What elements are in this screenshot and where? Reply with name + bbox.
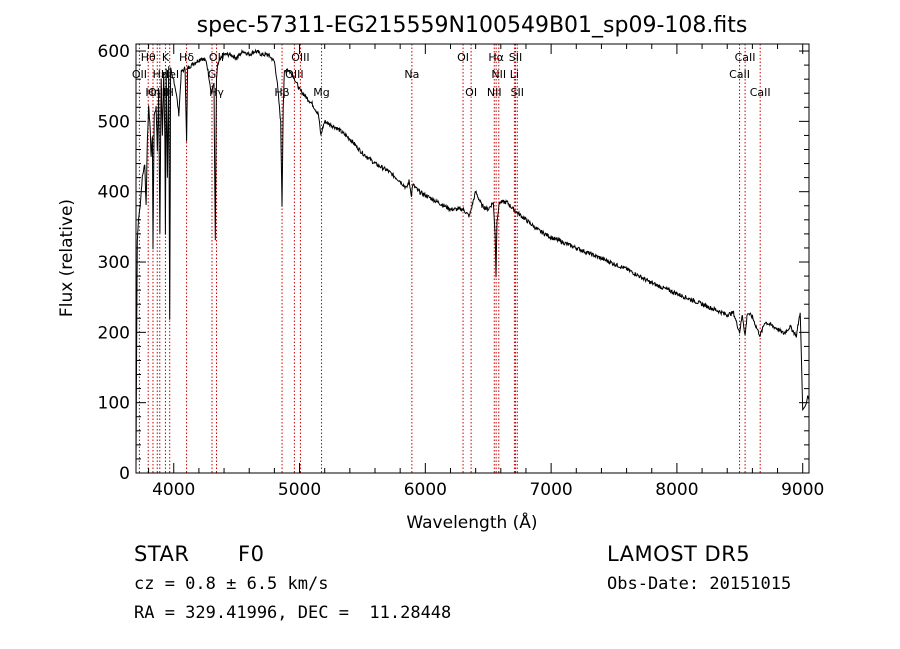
line-label: NII	[487, 86, 502, 99]
x-tick-label: 8000	[655, 480, 698, 500]
line-label: Hθ	[141, 51, 156, 64]
y-tick-label: 200	[98, 323, 130, 343]
x-axis-label: Wavelength (Å)	[406, 511, 537, 533]
y-axis-label: Flux (relative)	[57, 199, 77, 317]
line-label: OIII	[148, 86, 166, 99]
y-tick-label: 300	[98, 253, 130, 273]
y-tick-label: 600	[98, 42, 130, 62]
y-tick-label: 0	[119, 464, 130, 484]
x-tick-label: 4000	[152, 480, 195, 500]
line-label: H	[166, 86, 174, 99]
spectrum-line	[135, 48, 810, 467]
coordinates: RA = 329.41996, DEC = 11.28448	[134, 603, 452, 623]
redshift-readout: cz = 0.8 ± 6.5 km/s	[134, 574, 329, 594]
line-label: OI	[465, 86, 477, 99]
y-tick-label: 100	[98, 394, 130, 414]
line-label: OII	[209, 51, 224, 64]
y-tick-label: 500	[98, 112, 130, 132]
line-label: SII	[509, 51, 522, 64]
line-label: Na	[404, 68, 419, 81]
line-label: CaII	[750, 86, 771, 99]
x-tick-label: 6000	[404, 480, 447, 500]
line-label: CaII	[729, 68, 750, 81]
object-subclass: F0	[238, 542, 265, 566]
x-tick-label: 5000	[278, 480, 321, 500]
line-label: Hβ	[274, 86, 289, 99]
line-label: OIII	[285, 68, 303, 81]
line-label: Mg	[313, 86, 329, 99]
line-label: OI	[457, 51, 469, 64]
line-label: Hη	[145, 86, 160, 99]
line-label: OIII	[291, 51, 309, 64]
line-label: Hα	[488, 51, 504, 64]
object-class: STAR	[134, 542, 190, 566]
survey-label: LAMOST DR5	[607, 542, 751, 566]
line-label: G	[208, 68, 217, 81]
line-label: Hγ	[209, 86, 224, 99]
line-label: K	[162, 51, 170, 64]
line-label: Hδ	[179, 51, 194, 64]
emission-line-markers	[138, 44, 761, 473]
line-label: NII	[491, 68, 506, 81]
obs-date: Obs-Date: 20151015	[607, 574, 792, 594]
line-label: SII	[511, 86, 524, 99]
plot-frame	[135, 43, 810, 474]
line-label: HeI	[161, 68, 179, 81]
line-label: Hε	[153, 68, 167, 81]
chart-title: spec-57311-EG215559N100549B01_sp09-108.f…	[197, 13, 748, 38]
y-tick-label: 400	[98, 183, 130, 203]
line-label: CaII	[735, 51, 756, 64]
x-tick-label: 9000	[781, 480, 824, 500]
axis-ticks: 4000 5000 6000 7000 8000 9000 0 100 200 300 400 500…	[98, 42, 825, 500]
x-tick-label: 7000	[529, 480, 572, 500]
line-label: Li	[510, 68, 519, 81]
spectrum-series	[135, 48, 810, 467]
